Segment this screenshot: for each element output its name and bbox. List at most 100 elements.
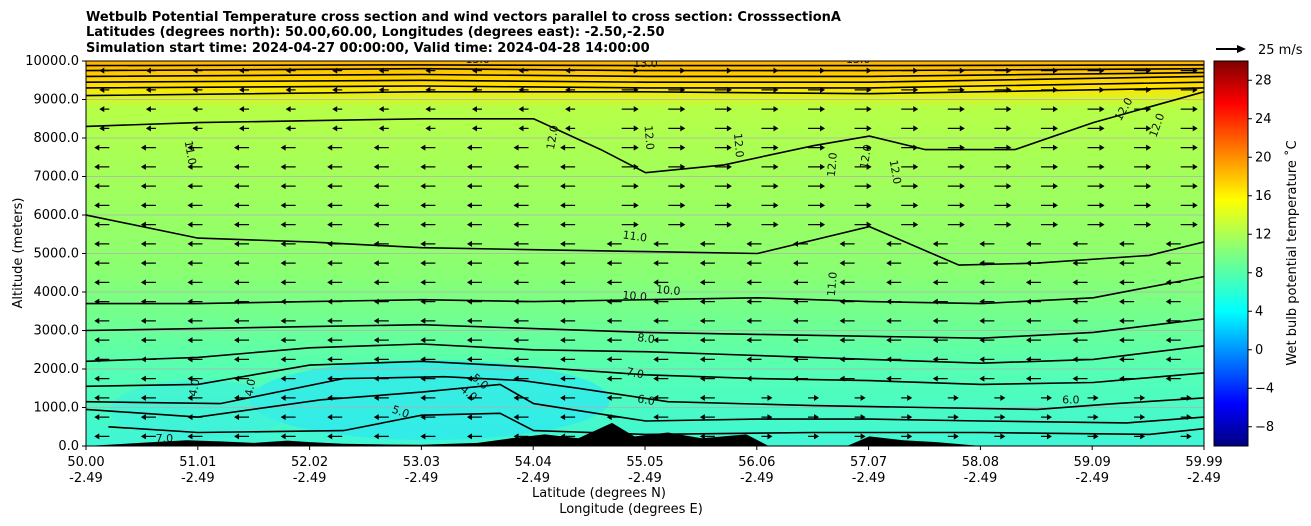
wind-vector-head	[726, 144, 732, 151]
wind-vector-head	[839, 279, 845, 286]
y-tick-label: 3000.0	[34, 324, 80, 339]
wind-vector-head	[839, 260, 845, 267]
wind-vector-head	[814, 433, 820, 440]
colorbar-tick-label: 0	[1255, 343, 1263, 358]
contour-label: 13.0	[633, 57, 658, 70]
wind-vector-head	[746, 337, 752, 344]
wind-vector-head	[94, 144, 100, 151]
x-tick-label-lat: 50.00	[67, 455, 104, 470]
wind-vector-head	[932, 260, 938, 267]
wind-vector-head	[565, 125, 571, 132]
wind-vector-head	[726, 221, 732, 228]
wind-vector-head	[1192, 163, 1198, 170]
wind-vector-head	[606, 337, 612, 344]
wind-vector-head	[1165, 337, 1171, 344]
chart-title-line-2: Latitudes (degrees north): 50.00,60.00, …	[86, 25, 665, 40]
wind-vector-head	[513, 221, 519, 228]
wind-vector-head	[793, 260, 799, 267]
wind-vector-head	[866, 144, 872, 151]
wind-vector-head	[1052, 221, 1058, 228]
wind-vector-head	[513, 163, 519, 170]
wind-vector-head	[560, 144, 566, 151]
colorbar-tick-label: −4	[1255, 381, 1274, 396]
wind-vector-head	[907, 433, 913, 440]
wind-vector-head	[1165, 356, 1171, 363]
wind-vector-head	[332, 125, 338, 132]
wind-vector-head	[932, 337, 938, 344]
x-axis: 50.00-2.4951.01-2.4952.02-2.4953.03-2.49…	[67, 446, 1223, 486]
wind-vector-head	[793, 317, 799, 324]
wind-vector-head	[280, 337, 286, 344]
wind-vector-head	[699, 433, 705, 440]
wind-vector-head	[373, 414, 379, 421]
y-tick-label: 9000.0	[34, 93, 80, 108]
contour-label: 12.0	[731, 133, 746, 159]
wind-vector-head	[373, 394, 379, 401]
contour-line	[86, 275, 1204, 305]
wind-vector-head	[680, 144, 686, 151]
wind-vector-head	[373, 260, 379, 267]
wind-vector-head	[633, 144, 639, 151]
wind-vector-head	[518, 106, 524, 113]
wind-vector-head	[466, 356, 472, 363]
wind-vector-head	[513, 144, 519, 151]
wind-vector-head	[913, 106, 919, 113]
wind-vector-head	[1119, 356, 1125, 363]
wind-vector-head	[1146, 125, 1152, 132]
wind-vector-head	[327, 433, 333, 440]
wind-vector-head	[332, 106, 338, 113]
wind-vector-head	[793, 337, 799, 344]
wind-vector-head	[373, 183, 379, 190]
wind-vector-head	[513, 356, 519, 363]
wind-vector-head	[327, 221, 333, 228]
wind-vector-head	[94, 433, 100, 440]
wind-vector-head	[653, 279, 659, 286]
wind-vector-head	[140, 260, 146, 267]
wind-vector-head	[187, 260, 193, 267]
contour-label: 11.0	[825, 271, 840, 297]
x-tick-label-lon: -2.49	[181, 471, 215, 486]
y-tick-label: 4000.0	[34, 285, 80, 300]
contour-label: 12.0	[544, 124, 561, 150]
wind-vector-head	[280, 144, 286, 151]
contour-line	[86, 81, 1204, 89]
wind-vectors	[94, 67, 1198, 440]
x-tick-label-lat: 54.04	[515, 455, 552, 470]
wind-vector-head	[94, 394, 100, 401]
wind-vector-head	[633, 106, 639, 113]
wind-vector-head	[866, 163, 872, 170]
wind-vector-head	[1165, 375, 1171, 382]
wind-vector-head	[726, 163, 732, 170]
wind-vector-head	[373, 433, 379, 440]
contour-line	[86, 343, 1204, 365]
wind-vector-head	[94, 317, 100, 324]
wind-vector-head	[913, 202, 919, 209]
cold-pool-west	[110, 380, 290, 440]
wind-vector-head	[886, 337, 892, 344]
wind-vector-head	[866, 221, 872, 228]
y-axis: 0.0 1000.0 2000.0 3000.0 4000.0 5000.0 6000.0 7…	[25, 54, 86, 454]
x-axis-label-lat: Latitude (degrees N)	[532, 486, 666, 501]
quiver-key-arrowhead	[1237, 45, 1246, 53]
wind-vector-head	[234, 240, 240, 247]
wind-vector-head	[285, 125, 291, 132]
wind-vector-head	[932, 317, 938, 324]
wind-vector-head	[466, 279, 472, 286]
wind-vector-head	[1140, 414, 1146, 421]
wind-vector-head	[425, 125, 431, 132]
wind-vector-head	[1192, 202, 1198, 209]
wind-vector-head	[513, 279, 519, 286]
wind-vector-head	[327, 183, 333, 190]
wind-vector-head	[466, 202, 472, 209]
contour-line	[86, 375, 1204, 411]
wind-vector-head	[560, 337, 566, 344]
wind-vector-head	[932, 279, 938, 286]
wind-vector-head	[471, 125, 477, 132]
colorbar-tick-label: 24	[1255, 112, 1272, 127]
wind-vector-head	[94, 240, 100, 247]
wind-vector-head	[280, 433, 286, 440]
y-tick-label: 7000.0	[34, 170, 80, 185]
wind-vector-head	[959, 163, 965, 170]
x-tick-label-lon: -2.49	[1187, 471, 1221, 486]
wind-vector-head	[1119, 298, 1125, 305]
